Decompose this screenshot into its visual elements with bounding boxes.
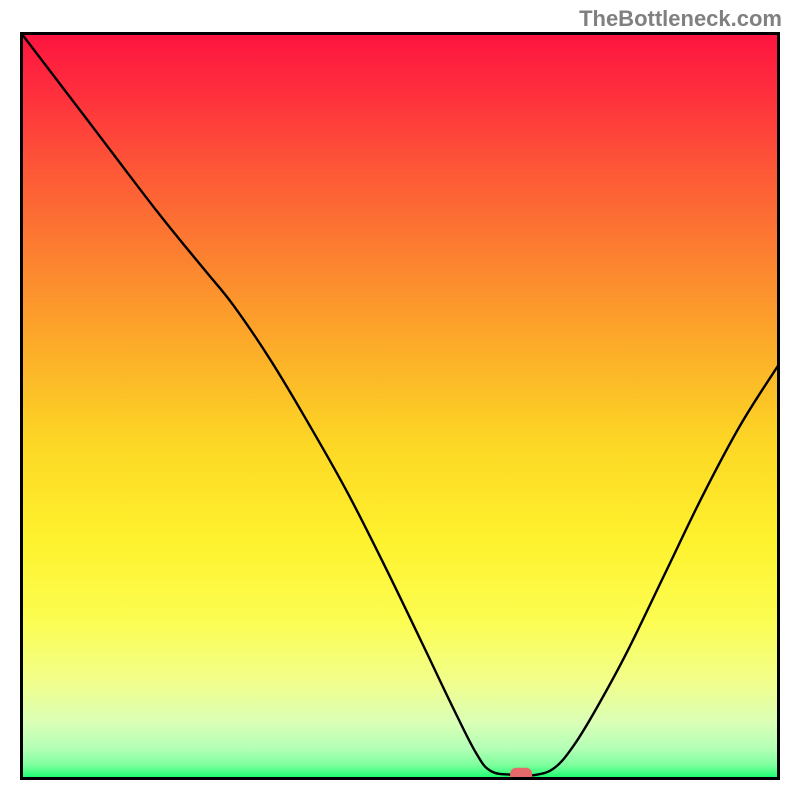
- bottleneck-chart: [20, 32, 780, 780]
- watermark-label: TheBottleneck.com: [579, 6, 782, 32]
- plot-frame: [20, 32, 780, 780]
- gradient-background: [22, 34, 779, 779]
- chart-container: { "watermark": { "text": "TheBottleneck.…: [0, 0, 800, 800]
